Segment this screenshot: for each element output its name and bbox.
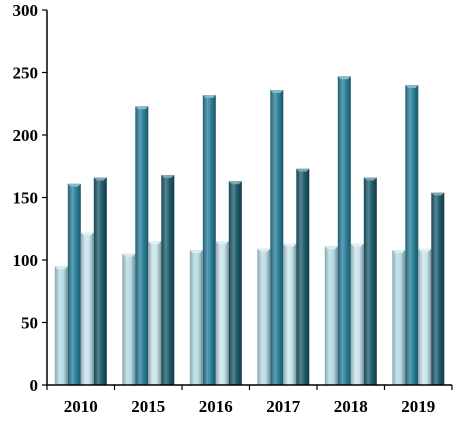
bar-cap-2015-series-4 <box>161 175 175 178</box>
x-tick-label-2015: 2015 <box>131 397 165 416</box>
bar-2017-series-2 <box>270 90 284 385</box>
bar-cap-2015-series-2 <box>135 106 149 110</box>
bar-cap-2019-series-4 <box>431 192 445 196</box>
bar-cap-2018-series-4 <box>363 177 377 181</box>
bar-cap-2018-series-2 <box>337 76 351 80</box>
bar-cap-2017-series-4 <box>296 168 310 172</box>
axes-layer <box>42 9 453 390</box>
x-tick-label-2016: 2016 <box>199 397 233 416</box>
bar-2015-series-4 <box>161 175 175 385</box>
bar-2019-series-1 <box>392 250 406 385</box>
bar-2017-series-1 <box>257 248 271 386</box>
y-tick-label-200: 200 <box>13 126 39 145</box>
labels-layer: 0 50 100 150 200 250 300 2010 2015 2016 2017 2018 20… <box>13 1 436 416</box>
bar-2010-series-1 <box>54 266 68 386</box>
bar-cap-2016-series-4 <box>228 181 242 185</box>
bar-2016-series-4 <box>228 181 242 386</box>
bar-cap-2016-series-1 <box>189 250 203 253</box>
x-tick-label-2018: 2018 <box>334 397 368 416</box>
y-tick-label-0: 0 <box>30 376 39 395</box>
bar-2016-series-2 <box>202 95 216 385</box>
bar-2019-series-4 <box>431 192 445 385</box>
bar-cap-2010-series-1 <box>54 266 68 270</box>
x-tick-label-2010: 2010 <box>64 397 98 416</box>
bar-2019-series-3 <box>418 248 432 386</box>
bar-cap-2019-series-2 <box>405 85 419 88</box>
bar-2019-series-2 <box>405 85 419 385</box>
y-tick-label-300: 300 <box>13 1 39 20</box>
x-tick-label-2017: 2017 <box>266 397 301 416</box>
bar-cap-2016-series-3 <box>215 241 229 245</box>
bar-2016-series-3 <box>215 241 229 386</box>
y-tick-label-150: 150 <box>13 189 39 208</box>
bar-2018-series-4 <box>363 177 377 385</box>
bar-cap-2017-series-3 <box>283 243 297 247</box>
bar-2010-series-3 <box>80 232 94 385</box>
bar-cap-2019-series-3 <box>418 248 432 252</box>
bar-2018-series-2 <box>337 76 351 386</box>
bar-2017-series-4 <box>296 168 310 386</box>
bar-cap-2018-series-3 <box>350 243 364 247</box>
y-tick-label-100: 100 <box>13 251 39 270</box>
bar-cap-2015-series-3 <box>148 241 162 245</box>
bar-2018-series-3 <box>350 243 364 386</box>
y-tick-label-50: 50 <box>21 314 38 333</box>
x-tick-label-2019: 2019 <box>401 397 435 416</box>
bar-cap-2017-series-1 <box>257 248 271 252</box>
bar-cap-2017-series-2 <box>270 90 284 93</box>
bar-2010-series-2 <box>67 183 81 385</box>
bar-2018-series-1 <box>324 246 338 386</box>
bar-cap-2015-series-1 <box>122 253 136 257</box>
bar-cap-2018-series-1 <box>324 246 338 250</box>
bar-2015-series-3 <box>148 241 162 386</box>
bar-cap-2010-series-3 <box>80 232 94 236</box>
bar-cap-2010-series-4 <box>93 177 107 181</box>
bar-cap-2019-series-1 <box>392 250 406 253</box>
bar-2016-series-1 <box>189 250 203 385</box>
bar-2015-series-1 <box>122 253 136 386</box>
y-tick-label-250: 250 <box>13 64 39 83</box>
bar-cap-2016-series-2 <box>202 95 216 98</box>
bar-2010-series-4 <box>93 177 107 385</box>
bar-cap-2010-series-2 <box>67 183 81 187</box>
bar-2017-series-3 <box>283 243 297 386</box>
bar-2015-series-2 <box>135 106 149 386</box>
bars-layer <box>54 76 445 386</box>
